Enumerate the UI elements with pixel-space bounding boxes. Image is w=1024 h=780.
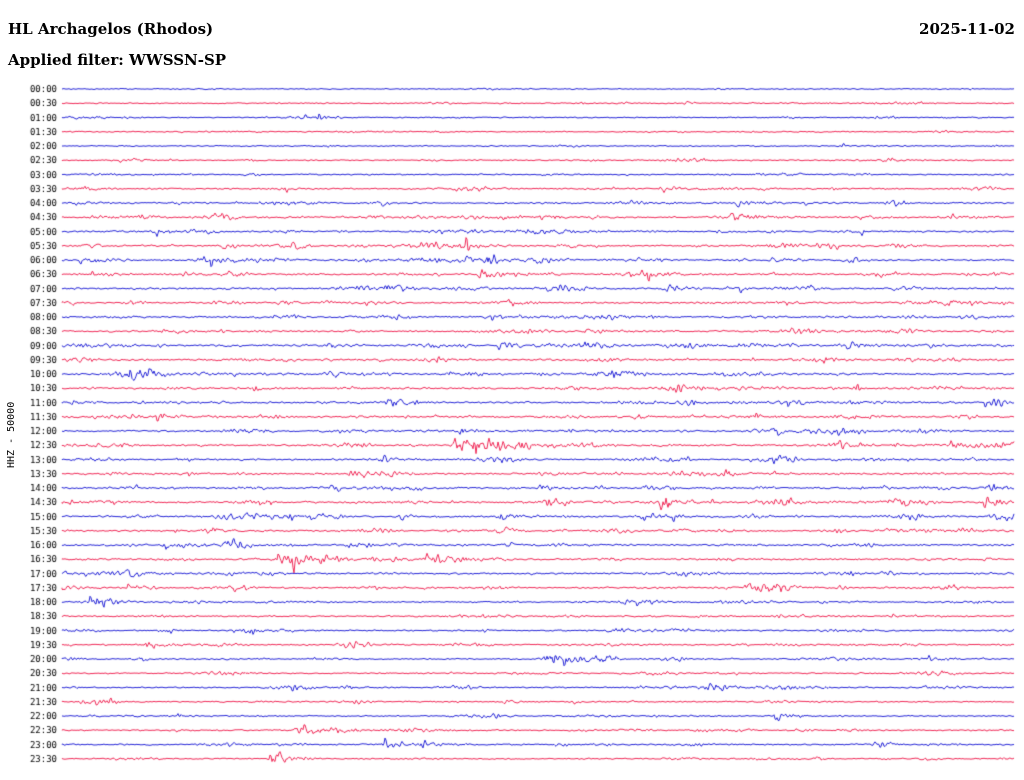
y-axis-label: HHZ - 50000 [6,401,17,468]
header: HL Archagelos (Rhodos) 2025-11-02 [8,20,1015,38]
station-title: HL Archagelos (Rhodos) [8,20,214,38]
filter-label: Applied filter: WWSSN-SP [8,51,227,69]
date-label: 2025-11-02 [919,20,1015,38]
